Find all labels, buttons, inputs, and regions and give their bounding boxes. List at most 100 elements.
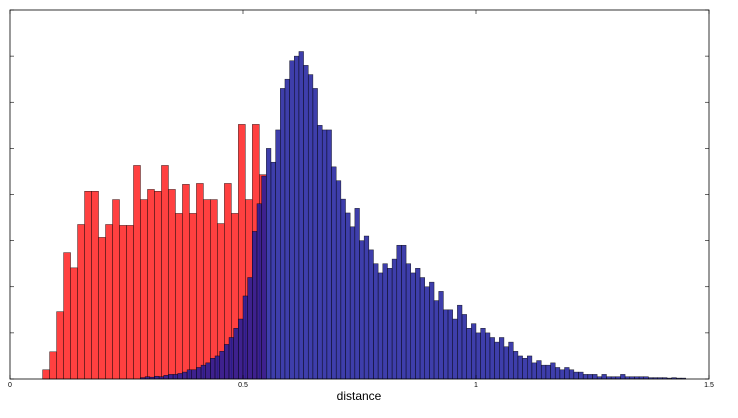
histogram-bar: [345, 212, 351, 380]
histogram-bar: [203, 199, 211, 380]
histogram-bar: [363, 235, 370, 380]
histogram-bar: [186, 369, 192, 380]
histogram-bar: [168, 189, 176, 380]
histogram-bar: [214, 355, 220, 380]
histogram-bar: [154, 375, 160, 380]
histogram-bar: [429, 281, 435, 380]
histogram-bar: [307, 74, 314, 380]
histogram-bar: [252, 231, 258, 380]
histogram-bar: [172, 374, 179, 380]
histogram-bar: [210, 357, 216, 380]
histogram-bar: [531, 362, 537, 380]
histogram-bar: [289, 60, 295, 380]
histogram-bar: [461, 314, 467, 380]
histogram-bar: [161, 165, 169, 380]
histogram-bar: [205, 362, 211, 380]
histogram-bar: [503, 346, 509, 380]
histogram-bar: [56, 311, 64, 380]
histogram-bar: [517, 355, 523, 380]
histogram-bar: [70, 267, 78, 380]
histogram-bar: [91, 191, 99, 380]
histogram-bar: [312, 88, 318, 380]
histogram-bar: [270, 161, 276, 380]
histogram-bar: [210, 199, 218, 380]
histogram-bar: [485, 332, 491, 380]
histogram-bar: [410, 272, 416, 380]
histogram-bar: [373, 263, 379, 380]
histogram-bar: [527, 355, 533, 380]
histogram-bar: [592, 374, 598, 380]
histogram-bar: [582, 374, 589, 380]
histogram-bar: [382, 263, 388, 380]
x-tick-label: 1: [474, 382, 478, 389]
histogram-bar: [126, 225, 134, 380]
histogram-bar: [405, 263, 412, 380]
histogram-bar: [256, 203, 262, 380]
histogram-bar: [182, 371, 188, 380]
histogram-bar: [419, 277, 425, 380]
histogram-bar: [261, 175, 267, 380]
histogram-bar: [578, 371, 584, 380]
histogram-bar: [387, 268, 393, 380]
histogram-bar: [573, 371, 579, 380]
histogram-bar: [140, 199, 148, 380]
histogram-bar: [298, 51, 304, 380]
histogram-bar: [620, 374, 626, 380]
histogram-bar: [266, 148, 272, 380]
histogram-bar: [554, 367, 561, 380]
histogram-bar: [559, 369, 565, 380]
histogram-bar: [340, 198, 346, 380]
histogram-bar: [359, 240, 365, 380]
histogram-bar: [471, 323, 477, 380]
histogram-bar: [443, 309, 449, 380]
histogram-bar: [196, 367, 202, 380]
histogram-bar: [189, 213, 197, 380]
histogram-bar: [508, 341, 514, 380]
histogram-bar: [84, 191, 92, 380]
histogram-bar: [275, 129, 281, 380]
histogram-bar: [354, 208, 360, 380]
x-axis-label: distance: [337, 389, 382, 403]
histogram-bar: [196, 183, 204, 380]
x-tick-label: 0.5: [238, 382, 248, 389]
histogram-bar: [550, 362, 556, 380]
histogram-bar: [247, 277, 253, 380]
histogram-bar: [433, 300, 439, 380]
histogram-bar: [147, 189, 155, 380]
histogram-bar: [228, 337, 234, 380]
histogram-bar: [98, 237, 106, 380]
histogram-bar: [601, 374, 607, 380]
histogram-bar: [219, 351, 225, 380]
histogram-bar: [191, 369, 197, 380]
histogram-bar: [326, 129, 332, 380]
histogram-bar: [280, 88, 286, 380]
histogram-bar: [331, 166, 337, 380]
histogram-bar: [112, 199, 120, 380]
histogram-bar: [294, 55, 300, 380]
histogram-bar: [200, 364, 206, 380]
histogram-bar: [168, 374, 174, 380]
histogram-bar: [119, 225, 127, 380]
histogram-bar: [587, 374, 593, 380]
histogram-bar: [321, 129, 328, 380]
histogram-bar: [63, 252, 71, 380]
x-tick-label: 0: [8, 382, 12, 389]
histogram-bar: [49, 351, 57, 380]
histogram-bar: [175, 213, 183, 380]
histogram-bar: [154, 191, 162, 380]
histogram-bar: [536, 360, 542, 380]
histogram-bar: [335, 180, 342, 380]
histogram-bar: [447, 309, 453, 380]
histogram-bar: [513, 351, 519, 380]
histogram-bar: [457, 304, 463, 380]
histogram-bar: [42, 369, 50, 380]
histogram-bar: [438, 291, 444, 380]
histogram-bar: [238, 318, 244, 380]
histogram-bar: [522, 357, 528, 380]
histogram-bar: [568, 369, 575, 380]
histogram-bar: [564, 367, 570, 380]
histogram-bar: [401, 244, 407, 380]
histogram-bar: [391, 258, 398, 380]
